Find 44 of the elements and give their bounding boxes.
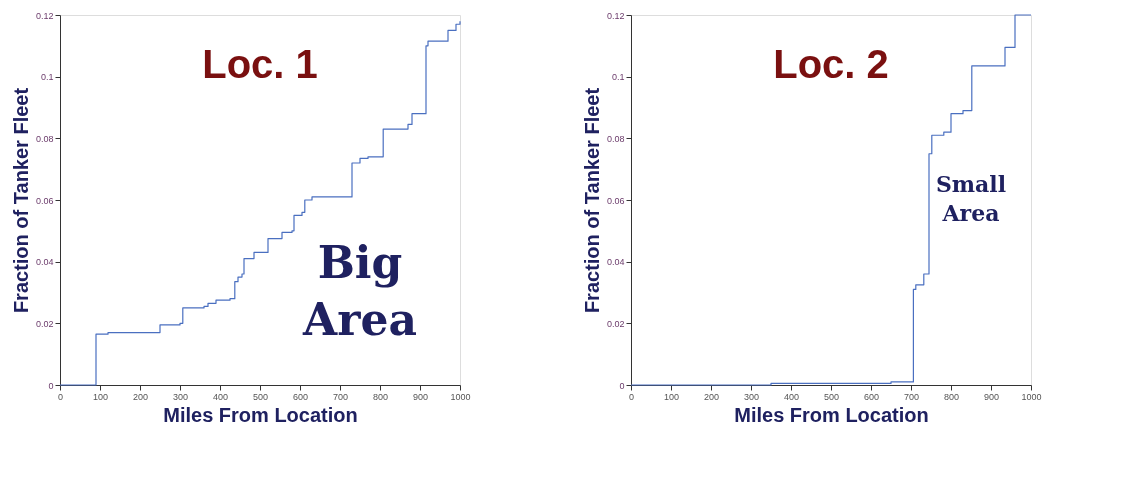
x-tick-label: 0 <box>628 391 635 402</box>
x-tick-label: 100 <box>92 391 109 402</box>
x-tick-label: 900 <box>412 391 429 402</box>
x-tick-label: 600 <box>292 391 309 402</box>
y-tick-label: 0.1 <box>40 72 54 83</box>
text: Loc. 1 <box>202 42 318 86</box>
y-axis-title: Fraction of Tanker Fleet <box>9 87 32 314</box>
y-tick-label: 0.06 <box>35 195 54 206</box>
y-tick-label: 0.08 <box>606 133 625 144</box>
y-tick-label: 0.08 <box>35 133 54 144</box>
x-tick-label: 600 <box>863 391 880 402</box>
x-tick-label: 700 <box>903 391 920 402</box>
y-tick-label: 0.04 <box>606 257 625 268</box>
x-axis-title: Miles From Location <box>163 403 358 426</box>
y-tick-label: 0.12 <box>606 10 625 21</box>
y-axis-title: Fraction of Tanker Fleet <box>580 87 603 314</box>
x-tick-label: 0 <box>57 391 64 402</box>
x-tick-label: 400 <box>212 391 229 402</box>
x-tick-label: 800 <box>943 391 960 402</box>
x-tick-label: 200 <box>703 391 720 402</box>
x-tick-label: 200 <box>132 391 149 402</box>
x-tick-label: 1000 <box>1021 391 1042 402</box>
annotation: Small Area <box>935 171 1007 226</box>
annotation: Big Area <box>302 237 417 346</box>
x-tick-label: 900 <box>983 391 1000 402</box>
text: Loc. 2 <box>773 42 889 86</box>
x-tick-label: 500 <box>252 391 269 402</box>
x-tick-label: 500 <box>823 391 840 402</box>
x-tick-label: 800 <box>372 391 389 402</box>
x-tick-label: 300 <box>172 391 189 402</box>
x-tick-label: 100 <box>663 391 680 402</box>
x-tick-label: 400 <box>783 391 800 402</box>
x-tick-label: 300 <box>743 391 760 402</box>
y-tick-label: 0.1 <box>611 72 625 83</box>
y-tick-label: 0.06 <box>606 195 625 206</box>
x-tick-label: 1000 <box>450 391 471 402</box>
y-tick-label: 0.12 <box>35 10 54 21</box>
y-tick-label: 0.02 <box>35 318 54 329</box>
x-axis-title: Miles From Location <box>734 403 929 426</box>
y-tick-label: 0.02 <box>606 318 625 329</box>
y-tick-label: 0 <box>619 380 625 391</box>
x-tick-label: 700 <box>332 391 349 402</box>
y-tick-label: 0 <box>48 380 54 391</box>
y-tick-label: 0.04 <box>35 257 54 268</box>
